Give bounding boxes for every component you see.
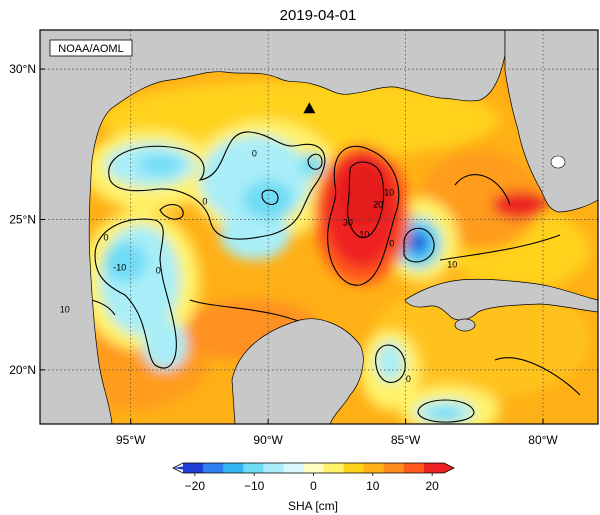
colorbar-label: SHA [cm]	[288, 499, 338, 513]
lon-tick-label: 80°W	[528, 433, 558, 447]
colorbar-swatch	[444, 463, 454, 473]
lat-tick-label: 20°N	[9, 363, 36, 377]
map-title: 2019-04-01	[280, 7, 357, 24]
contour-label: 0	[406, 374, 411, 384]
grid-lines	[40, 30, 598, 424]
contour-label: 0	[252, 148, 257, 158]
colorbar: −20 −10 0 10 20	[172, 462, 455, 493]
colorbar-tick-label: −10	[244, 479, 265, 493]
contour-label: 20	[373, 199, 383, 209]
longitude-ticks: 95°W 90°W 85°W 80°W	[116, 419, 558, 447]
land	[40, 30, 598, 424]
contour-label: 10	[384, 187, 394, 197]
credit-box: NOAA/AOML	[49, 39, 133, 57]
contour-label: -10	[113, 263, 126, 273]
lon-tick-label: 90°W	[253, 433, 283, 447]
latitude-ticks: 30°N 25°N 20°N	[9, 62, 45, 377]
colorbar-swatch	[243, 463, 264, 473]
lat-tick-label: 30°N	[9, 62, 36, 76]
colorbar-swatch	[303, 463, 325, 473]
colorbar-tick-label: −20	[185, 479, 206, 493]
colorbar-tick-label: 10	[366, 479, 380, 493]
contour-label: 10	[359, 230, 369, 240]
contour-label: 0	[103, 233, 108, 243]
colorbar-swatch	[423, 463, 444, 473]
colorbar-swatch	[223, 463, 244, 473]
colorbar-tick-label: 0	[310, 479, 317, 493]
map-frame	[39, 29, 599, 425]
colorbar-swatch	[323, 463, 345, 473]
colorbar-outline	[172, 462, 455, 474]
contour-label: 0	[389, 239, 394, 249]
lon-tick-label: 85°W	[391, 433, 421, 447]
colorbar-swatch	[283, 463, 304, 473]
colorbar-swatch	[343, 463, 365, 473]
colorbar-swatch	[203, 463, 224, 473]
colorbar-tick-label: 20	[425, 479, 439, 493]
colorbar-swatch	[183, 463, 204, 473]
contour-label: 0	[202, 196, 207, 206]
colorbar-swatch	[263, 463, 284, 473]
contour-label: 30	[343, 217, 353, 227]
credit-text: NOAA/AOML	[58, 43, 123, 55]
colorbar-swatch	[363, 463, 385, 473]
contour-label: 0	[156, 266, 161, 276]
station-marker	[303, 102, 316, 114]
colorbar-swatch	[403, 463, 425, 473]
lat-tick-label: 25°N	[9, 212, 36, 226]
lon-tick-label: 95°W	[116, 433, 146, 447]
lake-okeechobee	[550, 155, 566, 169]
contour-label: 10	[447, 260, 457, 270]
colorbar-swatch	[383, 463, 405, 473]
triangle-marker-icon	[303, 102, 316, 114]
contour-label: 10	[60, 305, 70, 315]
